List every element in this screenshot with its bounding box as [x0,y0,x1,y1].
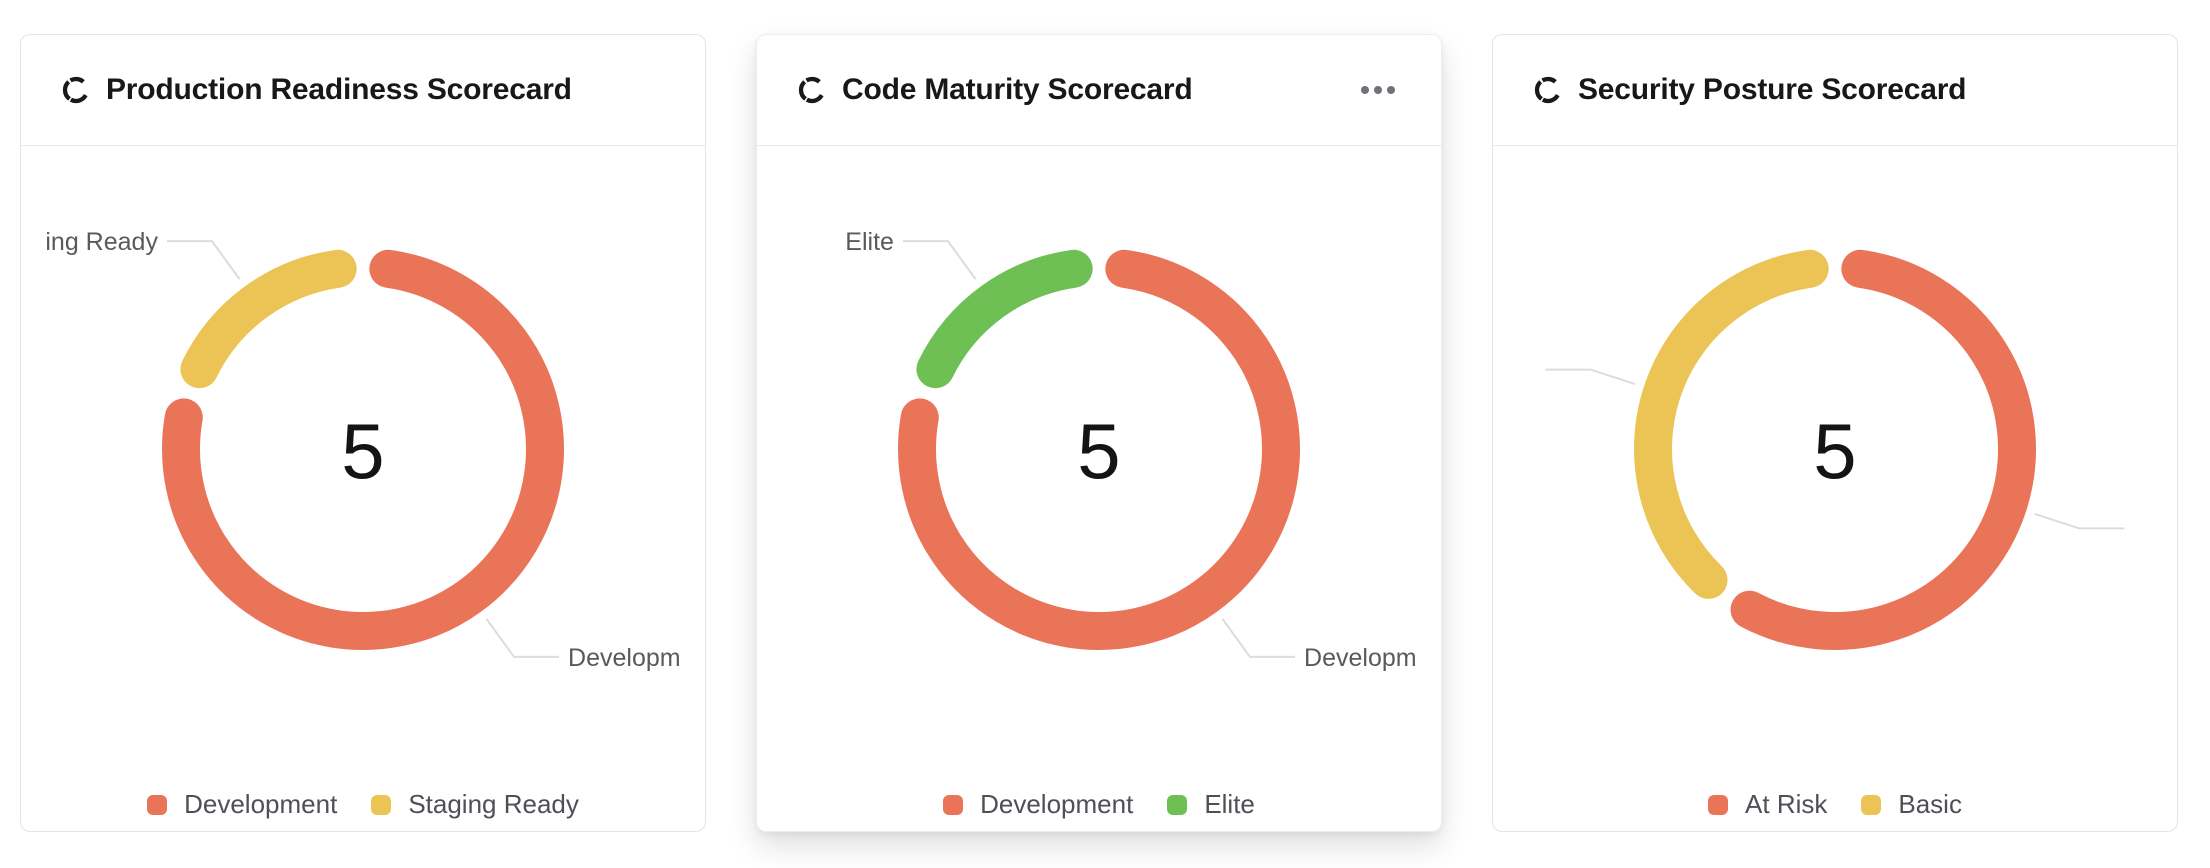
legend-label: Basic [1898,789,1962,819]
chart-legend: Development Elite [757,789,1441,820]
donut-chart: Development Staging Ready 5 [45,228,681,672]
card-header: Production Readiness Scorecard [21,35,705,146]
donut-segment-basic[interactable] [1634,249,1829,599]
ellipsis-icon [1361,86,1369,94]
legend-item-at-risk[interactable]: At Risk [1708,789,1827,820]
donut-segment-development[interactable] [162,249,564,650]
legend-label: Development [980,789,1134,819]
legend-item-basic[interactable]: Basic [1861,789,1962,820]
card-body: Development Staging Ready 5 Development Sta… [21,146,705,830]
legend-swatch [1167,794,1188,815]
callout-label-development: Development [1304,644,1417,672]
legend-label: Elite [1204,789,1255,819]
callout-label-development: Development [568,644,681,672]
callout-line [166,240,241,280]
donut-center-value: 5 [1077,407,1120,495]
donut-segment-at-risk[interactable] [1730,249,2036,650]
legend-item-staging-ready[interactable]: Staging Ready [371,789,579,820]
donut-center-value: 5 [1813,407,1856,495]
legend-swatch [1861,794,1882,815]
legend-label: At Risk [1745,789,1828,819]
donut-center-value: 5 [341,407,384,495]
card-production-readiness-scorecard: Production Readiness Scorecard Developme… [20,34,706,832]
chart-legend: At Risk Basic [1493,789,2177,820]
legend-item-elite[interactable]: Elite [1167,789,1255,820]
donut-chart: Development Elite 5 [845,228,1417,672]
legend-swatch [1708,794,1729,815]
donut-segment-development[interactable] [898,249,1300,650]
card-body: Development Elite 5 Development Elite [757,146,1441,830]
legend-item-development[interactable]: Development [943,789,1133,820]
card-code-maturity-scorecard: Code Maturity Scorecard Development Elite… [756,34,1442,832]
card-title: Security Posture Scorecard [1578,73,1967,106]
card-header: Code Maturity Scorecard [757,35,1441,146]
scorecard-donut-icon [62,76,88,104]
legend-swatch [371,794,392,815]
donut-chart: 5 [1545,249,2125,650]
callout-line [485,618,560,658]
card-title: Code Maturity Scorecard [842,73,1193,106]
chart-legend: Development Staging Ready [21,789,705,820]
card-menu-button[interactable] [1355,74,1401,106]
callout-line [1545,368,1636,386]
card-body: 5 At Risk Basic [1493,146,2177,830]
donut-segment-elite[interactable] [916,249,1093,389]
scorecard-donut-icon [1534,76,1560,104]
scorecard-donut-icon [798,76,824,104]
card-title: Production Readiness Scorecard [106,73,572,106]
card-header: Security Posture Scorecard [1493,35,2177,146]
legend-item-development[interactable]: Development [147,789,337,820]
legend-swatch [147,794,168,815]
card-security-posture-scorecard: Security Posture Scorecard 5 At Risk Basi… [1492,34,2178,832]
donut-segment-staging-ready[interactable] [180,249,357,389]
legend-label: Development [184,789,338,819]
callout-line [2034,512,2125,530]
callout-line [902,240,977,280]
callout-label-staging-ready: Staging Ready [45,228,158,256]
callout-label-elite: Elite [845,228,894,256]
callout-line [1221,618,1296,658]
legend-swatch [943,794,964,815]
legend-label: Staging Ready [408,789,579,819]
